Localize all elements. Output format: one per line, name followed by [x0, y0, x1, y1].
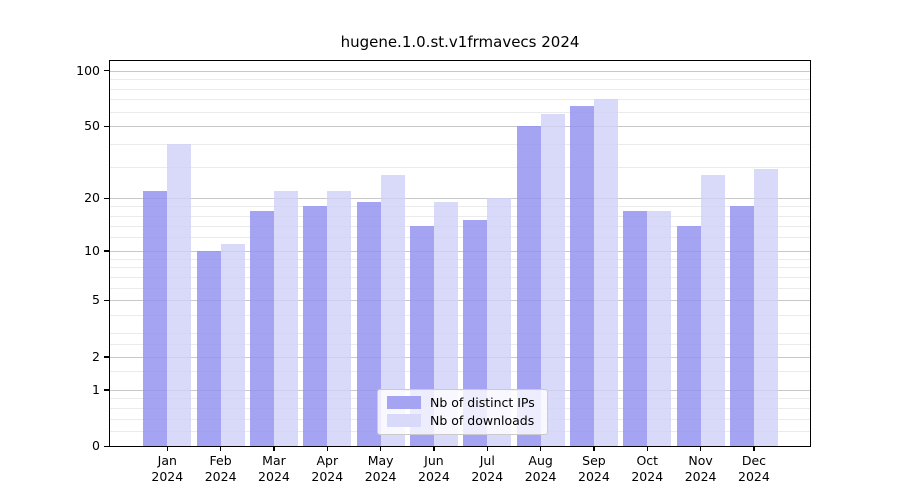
bar-distinct-ips-may [356, 202, 381, 446]
x-tick-label: Aug 2024 [524, 453, 557, 484]
x-axis-tick [646, 446, 648, 451]
x-axis-tick [379, 446, 382, 451]
legend-swatch-downloads [387, 414, 421, 427]
y-axis-tick [104, 356, 110, 358]
grid-line-major [110, 300, 810, 302]
y-axis-tick [104, 445, 110, 447]
bar-downloads-dec [753, 169, 778, 446]
grid-line-minor [110, 99, 810, 101]
plot-area: 0 1 2 5 10 20 50 100 Jan 2024 Feb 2024 Mar 2024 Apr 202… [76, 60, 811, 484]
grid-line-minor [110, 79, 810, 81]
y-tick-label: 10 [84, 242, 100, 258]
x-tick-label: Mar 2024 [258, 453, 290, 484]
y-axis-tick [104, 197, 110, 200]
grid-line-minor [110, 166, 810, 168]
grid-line-minor [110, 276, 810, 278]
bar-downloads-apr [327, 190, 352, 446]
x-tick-label: Apr 2024 [311, 453, 344, 484]
bar-distinct-ips-apr [303, 206, 328, 446]
y-axis-tick [104, 299, 110, 302]
grid-line-minor [110, 333, 810, 335]
grid-line-major [110, 70, 810, 72]
y-axis-tick [104, 389, 110, 391]
x-axis-tick [699, 446, 702, 451]
y-tick-label: 1 [92, 381, 100, 397]
grid-line-minor [110, 143, 810, 145]
grid-line-minor [110, 344, 810, 346]
bar-distinct-ips-feb [196, 250, 221, 446]
grid-line-minor [110, 111, 810, 113]
bar-downloads-sep [593, 99, 618, 446]
chart-title: hugene.1.0.st.v1frmavecs 2024 [340, 33, 580, 51]
bar-distinct-ips-nov [676, 225, 701, 446]
bar-distinct-ips-mar [249, 210, 274, 446]
bar-downloads-jan [167, 143, 192, 446]
grid-line-minor [110, 215, 810, 217]
bar-downloads-nov [700, 174, 725, 446]
grid-line-minor [110, 88, 810, 90]
x-tick-label: May 2024 [364, 453, 397, 484]
grid-line-minor [110, 371, 810, 373]
legend-item-downloads: Nb of downloads [387, 413, 535, 428]
x-axis-tick [273, 446, 275, 451]
bar-distinct-ips-jan [143, 190, 168, 446]
grid-line-minor [110, 258, 810, 260]
bar-downloads-feb [220, 243, 245, 446]
legend-label-distinct-ips: Nb of distinct IPs [430, 395, 535, 410]
legend-item-distinct-ips: Nb of distinct IPs [387, 395, 535, 410]
y-axis-tick [104, 125, 110, 128]
x-axis-tick [753, 446, 755, 451]
x-tick-label: Oct 2024 [631, 453, 664, 484]
grid-line-major [110, 198, 810, 200]
bar-distinct-ips-sep [569, 106, 594, 446]
y-tick-label: 5 [92, 292, 100, 308]
grid-line-minor [110, 237, 810, 239]
bar-downloads-mar [273, 190, 298, 446]
x-tick-label: Feb 2024 [204, 453, 237, 484]
bar-downloads-oct [647, 210, 672, 446]
legend-label-downloads: Nb of downloads [430, 413, 535, 428]
grid-line-major [110, 250, 810, 252]
grid-line-minor [110, 315, 810, 317]
x-axis-tick [219, 446, 222, 451]
x-tick-label: Jan 2024 [151, 453, 184, 484]
y-axis-tick [104, 250, 110, 252]
x-axis-tick [326, 446, 328, 451]
y-tick-label: 50 [84, 118, 100, 134]
grid-line-major [110, 126, 810, 128]
x-tick-label: Sep 2024 [578, 453, 610, 484]
grid-line-minor [110, 206, 810, 208]
x-axis-tick [539, 446, 542, 451]
legend-swatch-distinct-ips [387, 396, 421, 409]
y-tick-label: 0 [92, 438, 100, 453]
bar-distinct-ips-oct [623, 210, 648, 446]
grid-line-minor [110, 225, 810, 227]
grid-line-minor [110, 267, 810, 269]
x-tick-label: Jul 2024 [471, 453, 504, 484]
x-tick-label: Dec 2024 [738, 453, 770, 484]
x-axis-tick [593, 446, 595, 451]
y-tick-label: 20 [84, 190, 100, 206]
y-tick-label: 100 [76, 62, 100, 78]
bar-distinct-ips-dec [729, 206, 754, 446]
y-tick-label: 2 [92, 348, 100, 364]
x-axis-tick [166, 446, 168, 451]
x-tick-label: Jun 2024 [418, 453, 450, 484]
x-axis-tick [486, 446, 488, 451]
y-axis-tick [104, 70, 110, 72]
x-axis-tick [433, 446, 435, 451]
x-tick-label: Nov 2024 [684, 453, 717, 484]
grid-line-minor [110, 287, 810, 289]
grid-line-major [110, 356, 810, 358]
legend: Nb of distinct IPs Nb of downloads [377, 389, 548, 435]
